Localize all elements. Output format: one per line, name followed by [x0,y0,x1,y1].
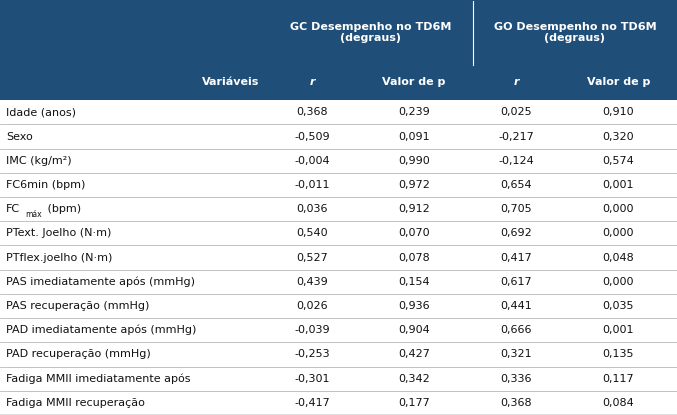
Text: PTflex.joelho (N·m): PTflex.joelho (N·m) [6,253,112,263]
Text: 0,912: 0,912 [398,204,430,214]
Text: Idade (anos): Idade (anos) [6,107,76,117]
Text: -0,301: -0,301 [294,374,330,384]
Text: 0,617: 0,617 [500,277,532,287]
Text: 0,910: 0,910 [603,107,634,117]
Bar [0,342,677,366]
Text: 0,117: 0,117 [603,374,634,384]
Text: GO Desempenho no TD6M
(degraus): GO Desempenho no TD6M (degraus) [494,22,656,43]
Bar [0,149,677,173]
Text: 0,048: 0,048 [603,253,634,263]
Text: 0,135: 0,135 [603,349,634,359]
Text: Fadiga MMII recuperação: Fadiga MMII recuperação [6,398,145,408]
Text: 0,904: 0,904 [398,325,430,335]
Text: PAS imediatamente após (mmHg): PAS imediatamente após (mmHg) [6,276,195,287]
Text: 0,321: 0,321 [500,349,532,359]
Text: Valor de p: Valor de p [383,78,446,88]
Text: -0,004: -0,004 [294,156,330,166]
Text: 0,000: 0,000 [603,228,634,238]
Text: Sexo: Sexo [6,132,32,142]
Text: 0,692: 0,692 [500,228,532,238]
Bar [0,221,677,246]
Text: -0,253: -0,253 [294,349,330,359]
Text: 0,574: 0,574 [603,156,634,166]
Text: 0,036: 0,036 [297,204,328,214]
Text: GC Desempenho no TD6M
(degraus): GC Desempenho no TD6M (degraus) [290,22,452,43]
Text: 0,368: 0,368 [500,398,532,408]
Text: r: r [514,78,519,88]
Text: 0,091: 0,091 [398,132,430,142]
Bar [0,366,677,391]
Text: Valor de p: Valor de p [587,78,650,88]
Bar [0,197,677,221]
Text: Variáveis: Variáveis [202,78,259,88]
Text: 0,000: 0,000 [603,204,634,214]
Text: r: r [309,78,315,88]
Text: FC: FC [6,204,20,214]
Text: PAD imediatamente após (mmHg): PAD imediatamente após (mmHg) [6,325,196,335]
Text: 0,666: 0,666 [500,325,532,335]
Text: 0,972: 0,972 [398,180,430,190]
Bar [0,173,677,197]
Text: 0,035: 0,035 [603,301,634,311]
Text: FC6min (bpm): FC6min (bpm) [6,180,85,190]
Text: 0,441: 0,441 [500,301,532,311]
Text: PAS recuperação (mmHg): PAS recuperação (mmHg) [6,301,150,311]
Text: 0,001: 0,001 [603,325,634,335]
Text: 0,154: 0,154 [398,277,430,287]
Text: 0,540: 0,540 [297,228,328,238]
Bar [0,124,677,149]
Text: 0,084: 0,084 [603,398,634,408]
Text: 0,417: 0,417 [500,253,532,263]
Text: Fadiga MMII imediatamente após: Fadiga MMII imediatamente após [6,374,190,384]
Bar [0,391,677,415]
Text: 0,070: 0,070 [398,228,430,238]
Bar [0,0,677,65]
Bar [0,318,677,342]
Text: PAD recuperação (mmHg): PAD recuperação (mmHg) [6,349,151,359]
Text: (bpm): (bpm) [44,204,81,214]
Text: máx: máx [25,210,41,219]
Text: -0,217: -0,217 [498,132,534,142]
Text: 0,026: 0,026 [297,301,328,311]
Text: 0,001: 0,001 [603,180,634,190]
Text: -0,417: -0,417 [294,398,330,408]
Text: IMC (kg/m²): IMC (kg/m²) [6,156,72,166]
Text: 0,990: 0,990 [398,156,430,166]
Text: 0,000: 0,000 [603,277,634,287]
Text: 0,705: 0,705 [500,204,532,214]
Text: 0,320: 0,320 [603,132,634,142]
Text: 0,336: 0,336 [500,374,532,384]
Bar [0,100,677,124]
Text: 0,427: 0,427 [398,349,430,359]
Text: 0,527: 0,527 [296,253,328,263]
Text: 0,654: 0,654 [500,180,532,190]
Text: -0,011: -0,011 [294,180,330,190]
Bar [0,246,677,270]
Text: -0,509: -0,509 [294,132,330,142]
Text: 0,439: 0,439 [296,277,328,287]
Text: PText. Joelho (N·m): PText. Joelho (N·m) [6,228,112,238]
Bar [0,294,677,318]
Text: 0,342: 0,342 [398,374,430,384]
Text: -0,039: -0,039 [294,325,330,335]
Text: -0,124: -0,124 [498,156,534,166]
Text: 0,368: 0,368 [297,107,328,117]
Bar [0,270,677,294]
Text: 0,078: 0,078 [398,253,430,263]
Text: 0,177: 0,177 [398,398,430,408]
Text: 0,936: 0,936 [398,301,430,311]
Bar [0,65,677,100]
Text: 0,025: 0,025 [500,107,532,117]
Text: 0,239: 0,239 [398,107,430,117]
